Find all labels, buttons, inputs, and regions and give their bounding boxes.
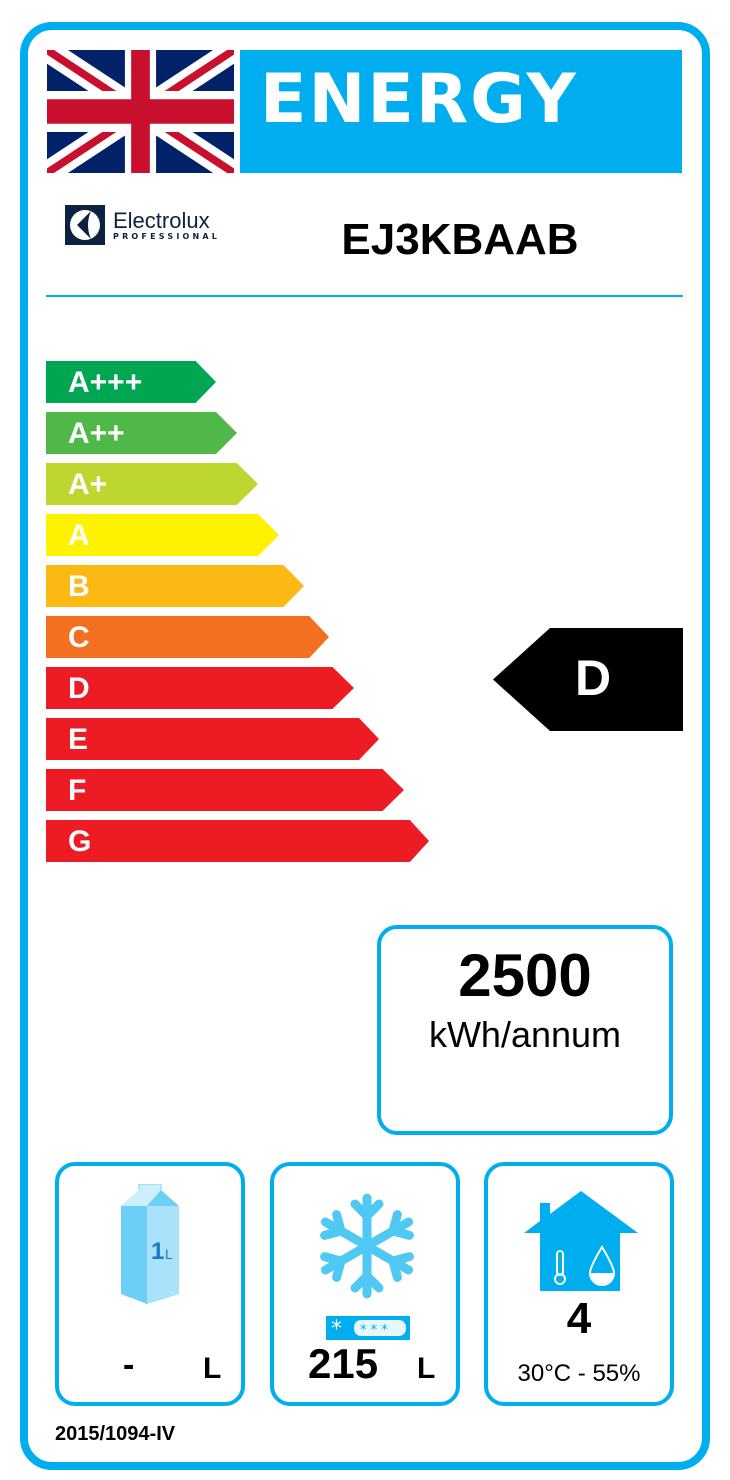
scale-bar-a+: A+: [46, 463, 258, 505]
label-frame: [20, 22, 710, 1470]
frozen-volume-unit: L: [417, 1352, 436, 1385]
scale-bar-g: G: [46, 820, 429, 862]
energy-title: ENERGY: [240, 50, 682, 173]
union-jack-flag-icon: [47, 50, 234, 173]
scale-bar-a+++: A+++: [46, 361, 216, 403]
model-number: EJ3KBAAB: [341, 215, 579, 264]
regulation-reference: 2015/1094-IV: [55, 1423, 176, 1445]
scale-bar-d: D: [46, 667, 354, 709]
electrolux-logo-icon: [65, 205, 105, 245]
scale-bar-c: C: [46, 616, 329, 658]
brand-logo: Electrolux PROFESSIONAL: [65, 205, 220, 245]
chilled-volume-value: -: [123, 1346, 135, 1384]
svg-text:L: L: [165, 1246, 173, 1262]
house-thermometer-drop-icon: [524, 1191, 638, 1291]
svg-text:*: *: [331, 1317, 342, 1340]
scale-bar-a: A: [46, 514, 279, 556]
svg-text:1: 1: [151, 1238, 164, 1265]
climate-class-value: 4: [566, 1294, 592, 1343]
snowflake-icon: [317, 1193, 417, 1301]
scale-bar-f: F: [46, 769, 404, 811]
frozen-volume-value: 215: [308, 1340, 379, 1387]
chilled-volume-unit: L: [203, 1352, 222, 1385]
four-star-freezer-icon: * * * *: [326, 1316, 410, 1340]
chilled-volume-box: 1 L - L: [55, 1162, 245, 1406]
frozen-volume-box: * * * * 215 L: [270, 1162, 460, 1406]
brand-subtitle: PROFESSIONAL: [113, 231, 221, 241]
milk-carton-icon: 1 L: [121, 1184, 179, 1304]
divider: [46, 295, 683, 297]
scale-bar-e: E: [46, 718, 379, 760]
scale-bar-b: B: [46, 565, 304, 607]
svg-text:* * *: * * *: [360, 1323, 388, 1338]
climate-class-box: 4 30°C - 55%: [484, 1162, 674, 1406]
consumption-value: 2500: [458, 942, 592, 1009]
climate-conditions: 30°C - 55%: [517, 1360, 641, 1387]
brand-name: Electrolux: [113, 207, 210, 233]
scale-bar-a++: A++: [46, 412, 237, 454]
energy-consumption-box: 2500 kWh/annum: [377, 925, 673, 1135]
consumption-unit: kWh/annum: [428, 1014, 622, 1055]
